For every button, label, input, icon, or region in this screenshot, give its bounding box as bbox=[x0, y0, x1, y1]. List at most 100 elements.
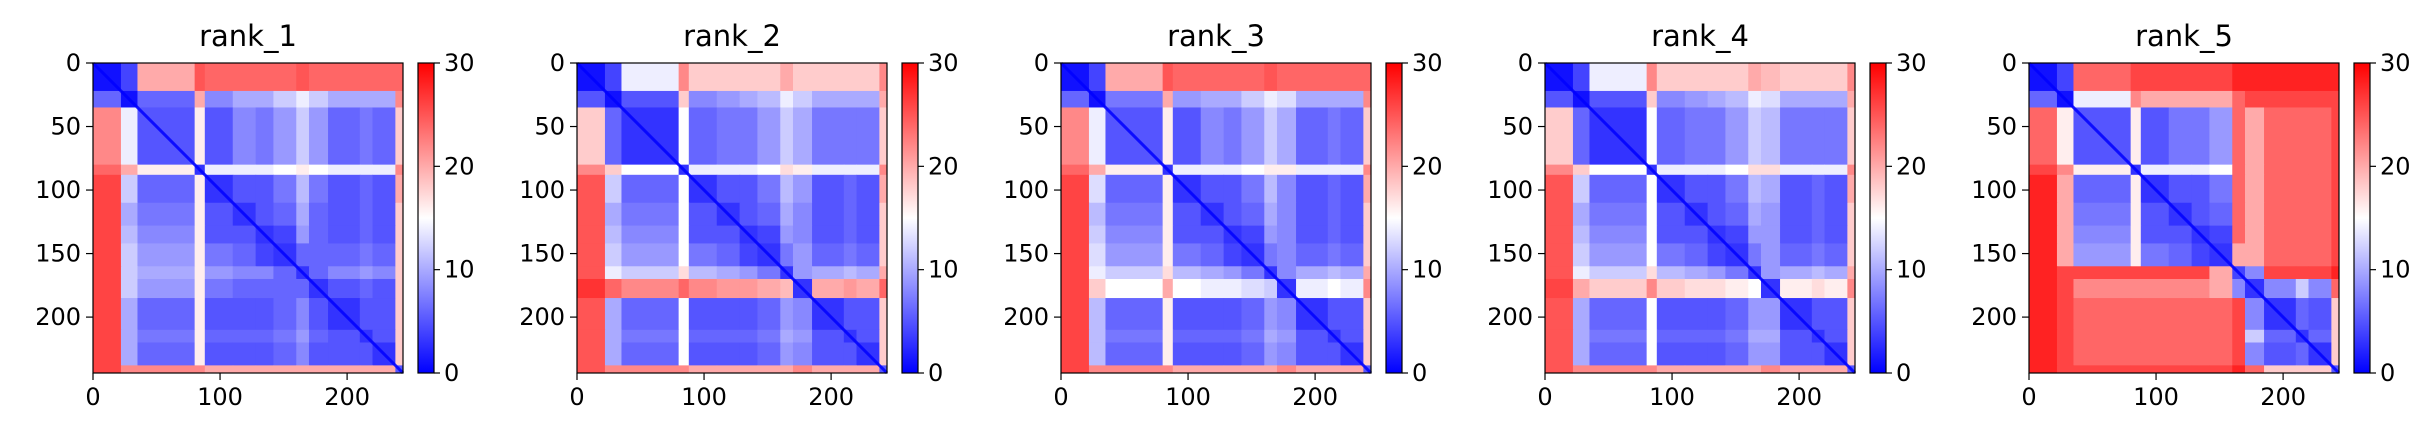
heatmap-cell bbox=[793, 226, 813, 244]
heatmap-cell bbox=[1647, 343, 1658, 366]
heatmap-cell bbox=[2073, 266, 2131, 279]
heatmap-cell bbox=[1296, 175, 1328, 203]
heatmap-cell bbox=[2331, 63, 2339, 91]
heatmap-cell bbox=[2232, 365, 2245, 373]
heatmap-cell bbox=[1573, 343, 1590, 366]
heatmap-cell bbox=[1363, 175, 1371, 203]
heatmap-cell bbox=[373, 91, 396, 108]
heatmap-cell bbox=[1847, 279, 1855, 299]
heatmap-cell bbox=[1812, 343, 1825, 366]
y-tick-label: 50 bbox=[1502, 113, 1533, 141]
heatmap-cell bbox=[2309, 266, 2332, 279]
heatmap-cell bbox=[1341, 175, 1364, 203]
heatmap-cell bbox=[844, 266, 857, 279]
heatmap-cell bbox=[2131, 330, 2142, 343]
heatmap-cell bbox=[233, 91, 256, 108]
heatmap-cell bbox=[1089, 365, 1106, 373]
heatmap-cell bbox=[1241, 279, 1264, 299]
heatmap-cell bbox=[844, 298, 857, 330]
heatmap-cell bbox=[740, 203, 758, 226]
heatmap-cell bbox=[1201, 266, 1224, 279]
heatmap-cell bbox=[2245, 330, 2265, 343]
heatmap-cell bbox=[309, 330, 329, 343]
heatmap-cell bbox=[1061, 243, 1089, 266]
heatmap-cell bbox=[857, 226, 880, 244]
heatmap-cell bbox=[793, 203, 813, 226]
x-tick-label: 100 bbox=[197, 383, 243, 411]
heatmap-cell bbox=[309, 175, 329, 203]
heatmap-cell bbox=[621, 91, 679, 108]
y-tick-label: 150 bbox=[1487, 240, 1533, 268]
heatmap-cell bbox=[2209, 63, 2232, 91]
heatmap-cell bbox=[857, 175, 880, 203]
heatmap-cell bbox=[1241, 365, 1264, 373]
heatmap-cell bbox=[1657, 298, 1685, 330]
x-tick-label: 100 bbox=[681, 383, 727, 411]
heatmap-cell bbox=[844, 243, 857, 266]
heatmap-cell bbox=[2169, 91, 2192, 108]
heatmap-cell bbox=[2029, 298, 2057, 330]
heatmap-cell bbox=[1363, 63, 1371, 91]
heatmap-cell bbox=[2309, 203, 2332, 226]
heatmap-cell bbox=[2057, 203, 2074, 226]
heatmap-cell bbox=[844, 63, 857, 91]
heatmap-cell bbox=[1089, 243, 1106, 266]
heatmap-cell bbox=[296, 298, 309, 330]
heatmap-cell bbox=[2232, 330, 2245, 343]
heatmap-cell bbox=[93, 91, 121, 108]
heatmap-cell bbox=[93, 165, 121, 176]
heatmap-cell bbox=[689, 343, 717, 366]
heatmap-cell bbox=[1685, 298, 1708, 330]
heatmap-cell bbox=[1089, 63, 1106, 91]
heatmap-cell bbox=[689, 91, 717, 108]
heatmap-cell bbox=[1061, 91, 1089, 108]
heatmap-cell bbox=[1708, 63, 1726, 91]
heatmap-cell bbox=[2029, 343, 2057, 366]
heatmap-cell bbox=[195, 226, 206, 244]
heatmap-cell bbox=[1573, 298, 1590, 330]
heatmap-cell bbox=[577, 203, 605, 226]
colorbar bbox=[2354, 63, 2370, 373]
heatmap-cell bbox=[360, 165, 373, 176]
colorbar bbox=[902, 63, 918, 373]
heatmap-cell bbox=[2131, 343, 2142, 366]
heatmap-cell bbox=[2296, 63, 2309, 91]
heatmap-cell bbox=[740, 365, 758, 373]
heatmap-cell bbox=[1241, 175, 1264, 203]
heatmap-cell bbox=[1163, 175, 1174, 203]
colorbar-tick-label: 20 bbox=[1412, 152, 1443, 180]
heatmap-cell bbox=[233, 279, 256, 299]
heatmap-cell bbox=[1780, 203, 1812, 226]
heatmap-cell bbox=[1708, 243, 1726, 266]
heatmap-cell bbox=[1264, 279, 1277, 299]
heatmap-cell bbox=[577, 298, 605, 330]
heatmap-cell bbox=[2296, 226, 2309, 244]
heatmap-cell bbox=[577, 365, 605, 373]
heatmap-cell bbox=[717, 107, 740, 165]
heatmap-cell bbox=[328, 330, 360, 343]
heatmap-cell bbox=[793, 175, 813, 203]
heatmap-cell bbox=[1201, 91, 1224, 108]
heatmap-cell bbox=[780, 243, 793, 266]
heatmap-cell bbox=[309, 203, 329, 226]
heatmap-cell bbox=[757, 175, 780, 203]
heatmap-cell bbox=[2309, 107, 2332, 165]
heatmap-cell bbox=[360, 91, 373, 108]
heatmap-cell bbox=[605, 298, 622, 330]
y-tick-label: 150 bbox=[35, 240, 81, 268]
heatmap-cell bbox=[1201, 63, 1224, 91]
heatmap-cell bbox=[1163, 243, 1174, 266]
heatmap-cell bbox=[621, 226, 679, 244]
x-tick-label: 0 bbox=[1053, 383, 1068, 411]
heatmap-cell bbox=[309, 243, 329, 266]
heatmap-cell bbox=[1328, 165, 1341, 176]
heatmap-cell bbox=[1708, 165, 1726, 176]
heatmap-cell bbox=[2073, 63, 2131, 91]
heatmap-cell bbox=[1685, 165, 1708, 176]
heatmap-cell bbox=[1241, 63, 1264, 91]
heatmap-cell bbox=[1264, 226, 1277, 244]
heatmap-cell bbox=[1264, 330, 1277, 343]
heatmap-cell bbox=[256, 365, 274, 373]
heatmap-cell bbox=[1725, 91, 1748, 108]
heatmap-cell bbox=[137, 298, 195, 330]
